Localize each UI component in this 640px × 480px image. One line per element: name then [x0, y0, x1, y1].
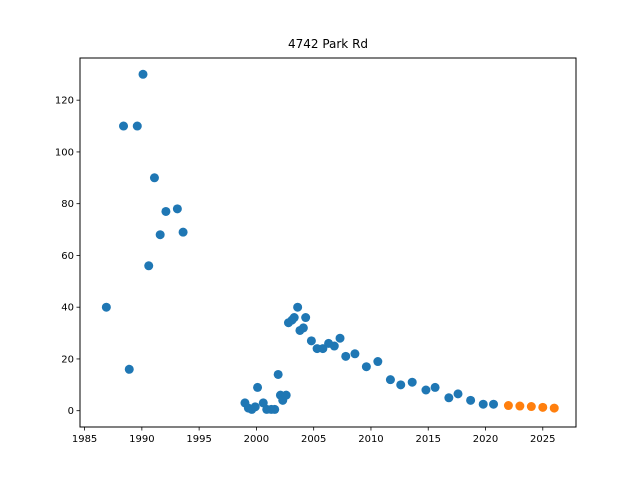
series-0 [101, 69, 499, 414]
data-point [155, 230, 165, 240]
data-point [178, 227, 188, 237]
data-point [270, 404, 280, 414]
data-point [396, 380, 406, 390]
data-point [132, 121, 142, 131]
data-point [273, 369, 283, 379]
points-layer [101, 69, 559, 414]
data-point [149, 173, 159, 183]
data-point [318, 344, 328, 354]
data-point [407, 377, 417, 387]
data-point [161, 206, 171, 216]
data-point [301, 313, 311, 323]
data-point [466, 395, 476, 405]
data-point [281, 390, 291, 400]
data-point [503, 401, 513, 411]
data-point [124, 364, 134, 374]
data-point [306, 336, 316, 346]
data-point [172, 204, 182, 214]
data-point [138, 69, 148, 79]
x-tick-label: 2020 [473, 434, 498, 445]
x-tick-label: 2010 [358, 434, 383, 445]
data-point [373, 357, 383, 367]
y-tick-label: 20 [61, 354, 74, 365]
data-point [144, 261, 154, 271]
y-axis: 0 20 40 60 80 100 120 [55, 96, 80, 417]
data-point [250, 402, 260, 412]
data-point [385, 375, 395, 385]
data-point [119, 121, 129, 131]
y-tick-label: 100 [55, 147, 74, 158]
data-point [538, 402, 548, 412]
y-tick-label: 40 [61, 303, 74, 314]
y-tick-label: 120 [55, 96, 74, 107]
series-1 [503, 401, 559, 413]
x-tick-label: 2015 [416, 434, 441, 445]
x-tick-label: 1985 [72, 434, 97, 445]
data-point [444, 393, 454, 403]
x-tick-label: 1995 [186, 434, 211, 445]
x-tick-label: 2000 [244, 434, 269, 445]
x-tick-label: 2005 [301, 434, 326, 445]
y-tick-label: 80 [61, 199, 74, 210]
data-point [335, 333, 345, 343]
y-tick-label: 0 [68, 406, 74, 417]
x-tick-label: 2025 [530, 434, 555, 445]
data-point [289, 313, 299, 323]
data-point [293, 302, 303, 312]
data-point [101, 302, 111, 312]
chart-title: 4742 Park Rd [288, 37, 368, 51]
data-point [253, 382, 263, 392]
data-point [453, 389, 463, 399]
data-point [515, 401, 525, 411]
data-point [341, 351, 351, 361]
data-point [421, 385, 431, 395]
data-point [361, 362, 371, 372]
x-tick-label: 1990 [129, 434, 154, 445]
data-point [478, 399, 488, 409]
data-point [329, 341, 339, 351]
data-point [298, 323, 308, 333]
x-axis: 1985 1990 1995 2000 2005 2010 2015 2020 2025 [72, 427, 556, 445]
data-point [526, 402, 536, 412]
data-point [350, 349, 360, 359]
data-point [549, 403, 559, 413]
data-point [430, 382, 440, 392]
y-tick-label: 60 [61, 251, 74, 262]
plot-frame [79, 57, 577, 428]
data-point [489, 399, 499, 409]
